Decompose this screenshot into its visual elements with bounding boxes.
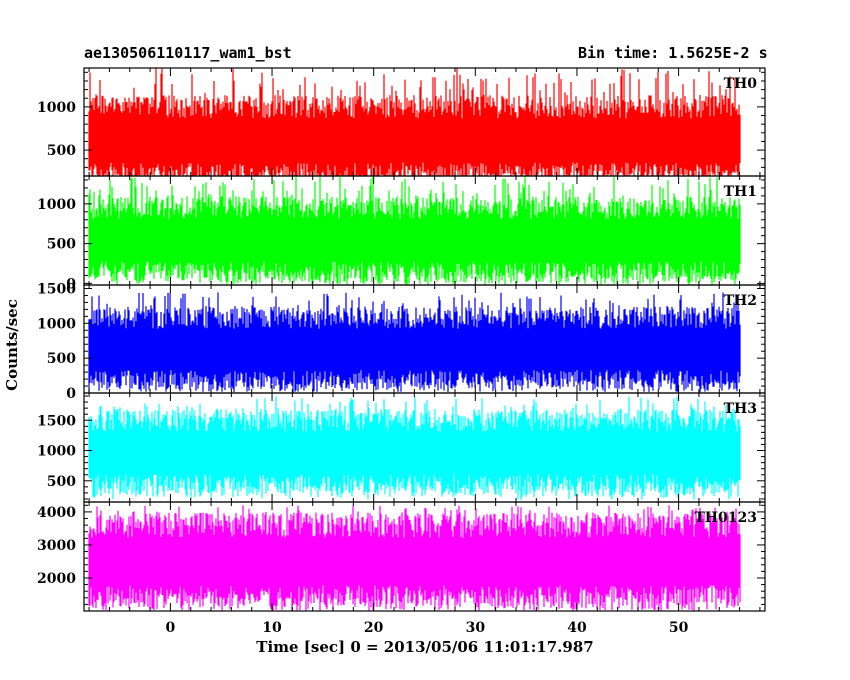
y-tick-label: 500 bbox=[47, 143, 76, 159]
x-tick-label: 30 bbox=[466, 620, 486, 636]
panel-th3: 500 1000 1500 TH3 bbox=[37, 392, 766, 503]
x-axis-label: Time [sec] 0 = 2013/05/06 11:01:17.987 bbox=[256, 638, 594, 656]
panel-frame bbox=[83, 501, 766, 612]
y-tick-label: 1000 bbox=[37, 197, 76, 213]
y-tick-label: 3000 bbox=[37, 538, 76, 554]
panel-label-th0123: TH0123 bbox=[694, 510, 757, 526]
panel-label-th2: TH2 bbox=[724, 293, 757, 309]
y-tick-label: 1000 bbox=[37, 316, 76, 332]
x-tick-label: 50 bbox=[669, 620, 689, 636]
y-tick-label: 1000 bbox=[37, 100, 76, 116]
y-tick-label: 1500 bbox=[37, 281, 76, 297]
y-tick-label: 1500 bbox=[37, 413, 76, 429]
x-tick-label: 20 bbox=[364, 620, 384, 636]
x-tick-label: 0 bbox=[166, 620, 176, 636]
y-tick-label: 500 bbox=[47, 474, 76, 490]
y-tick-label: 2000 bbox=[37, 571, 76, 587]
series-th1 bbox=[88, 176, 741, 285]
series-th2 bbox=[88, 292, 741, 393]
x-tick-label: 10 bbox=[262, 620, 282, 636]
panel-th0123: 2000 3000 4000 TH0123 bbox=[37, 501, 766, 612]
panel-label-th3: TH3 bbox=[724, 401, 757, 417]
panel-label-th0: TH0 bbox=[724, 76, 758, 92]
panel-label-th1: TH1 bbox=[724, 184, 757, 200]
y-tick-label: 4000 bbox=[37, 505, 76, 521]
x-tick-label: 40 bbox=[567, 620, 587, 636]
chart-title-left: ae130506110117_wam1_bst bbox=[84, 44, 292, 62]
panel-th0: 500 1000 TH0 bbox=[37, 67, 766, 177]
y-tick-label: 0 bbox=[66, 386, 76, 402]
panel-th2: 0 500 1000 1500 TH2 bbox=[37, 281, 766, 402]
y-tick-label: 500 bbox=[47, 351, 76, 367]
chart-title-right: Bin time: 1.5625E-2 s bbox=[578, 44, 768, 62]
y-tick-label: 1000 bbox=[37, 444, 76, 460]
series-th0 bbox=[88, 68, 741, 176]
y-tick-label: 0 bbox=[66, 276, 76, 292]
panel-th1: 0 500 1000 TH1 bbox=[37, 175, 766, 292]
series-th0123 bbox=[88, 505, 741, 611]
y-axis-label: Counts/sec bbox=[3, 299, 21, 391]
y-tick-label: 500 bbox=[47, 237, 76, 253]
series-th3 bbox=[88, 396, 741, 501]
